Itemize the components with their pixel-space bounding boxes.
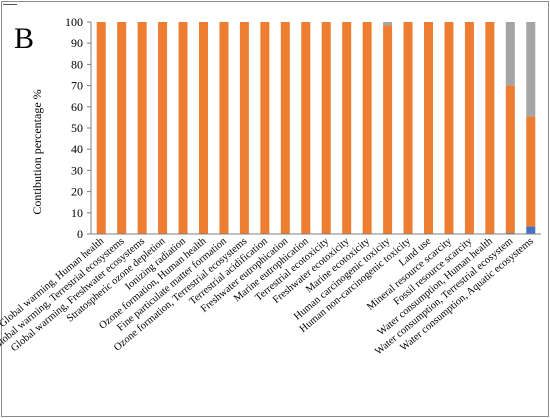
y-axis-label: Contibution percentage % bbox=[30, 89, 44, 214]
y-tick-label: 10 bbox=[71, 206, 83, 220]
y-tick-label: 80 bbox=[71, 57, 83, 71]
bar-segment bbox=[219, 22, 229, 234]
y-tick-label: 50 bbox=[71, 121, 83, 135]
bar-segment bbox=[362, 22, 372, 234]
bar-segment bbox=[526, 22, 536, 117]
bar-segment bbox=[505, 232, 515, 234]
y-tick-label: 100 bbox=[65, 15, 83, 29]
corner-tick bbox=[3, 4, 17, 5]
bar-segment bbox=[137, 22, 147, 234]
bar-segment bbox=[239, 22, 249, 234]
bar-segment bbox=[280, 22, 290, 234]
bar-segment bbox=[424, 22, 433, 234]
bar-segment bbox=[444, 22, 454, 234]
bar-segment bbox=[383, 22, 393, 26]
bar-segment bbox=[199, 22, 208, 234]
y-tick-label: 30 bbox=[71, 163, 83, 177]
y-tick-label: 0 bbox=[77, 227, 83, 241]
bar-segment bbox=[260, 22, 270, 234]
bar-segment bbox=[505, 22, 515, 86]
y-tick-label: 90 bbox=[71, 36, 83, 50]
bar-segment bbox=[464, 22, 474, 234]
bar-segment bbox=[485, 22, 495, 234]
bar-segment bbox=[301, 22, 311, 234]
panel-label: B bbox=[14, 22, 35, 55]
bar-segment bbox=[96, 22, 106, 234]
bar-segment bbox=[403, 22, 413, 234]
bar-segment bbox=[383, 25, 393, 235]
bar-segment bbox=[321, 22, 331, 234]
bars bbox=[96, 22, 536, 235]
bar-segment bbox=[117, 22, 127, 234]
y-axis: 0 10 20 30 40 50 60 70 80 90 100 bbox=[65, 15, 92, 241]
y-tick-label: 20 bbox=[71, 185, 83, 199]
bar-segment bbox=[526, 226, 536, 234]
bar-segment bbox=[178, 22, 188, 234]
bar-segment bbox=[158, 22, 168, 234]
y-tick-label: 60 bbox=[71, 100, 83, 114]
bar-segment bbox=[526, 116, 536, 227]
bar-segment bbox=[342, 22, 352, 234]
y-tick-label: 70 bbox=[71, 79, 83, 93]
bar-segment bbox=[505, 85, 515, 233]
y-tick-label: 40 bbox=[71, 142, 83, 156]
